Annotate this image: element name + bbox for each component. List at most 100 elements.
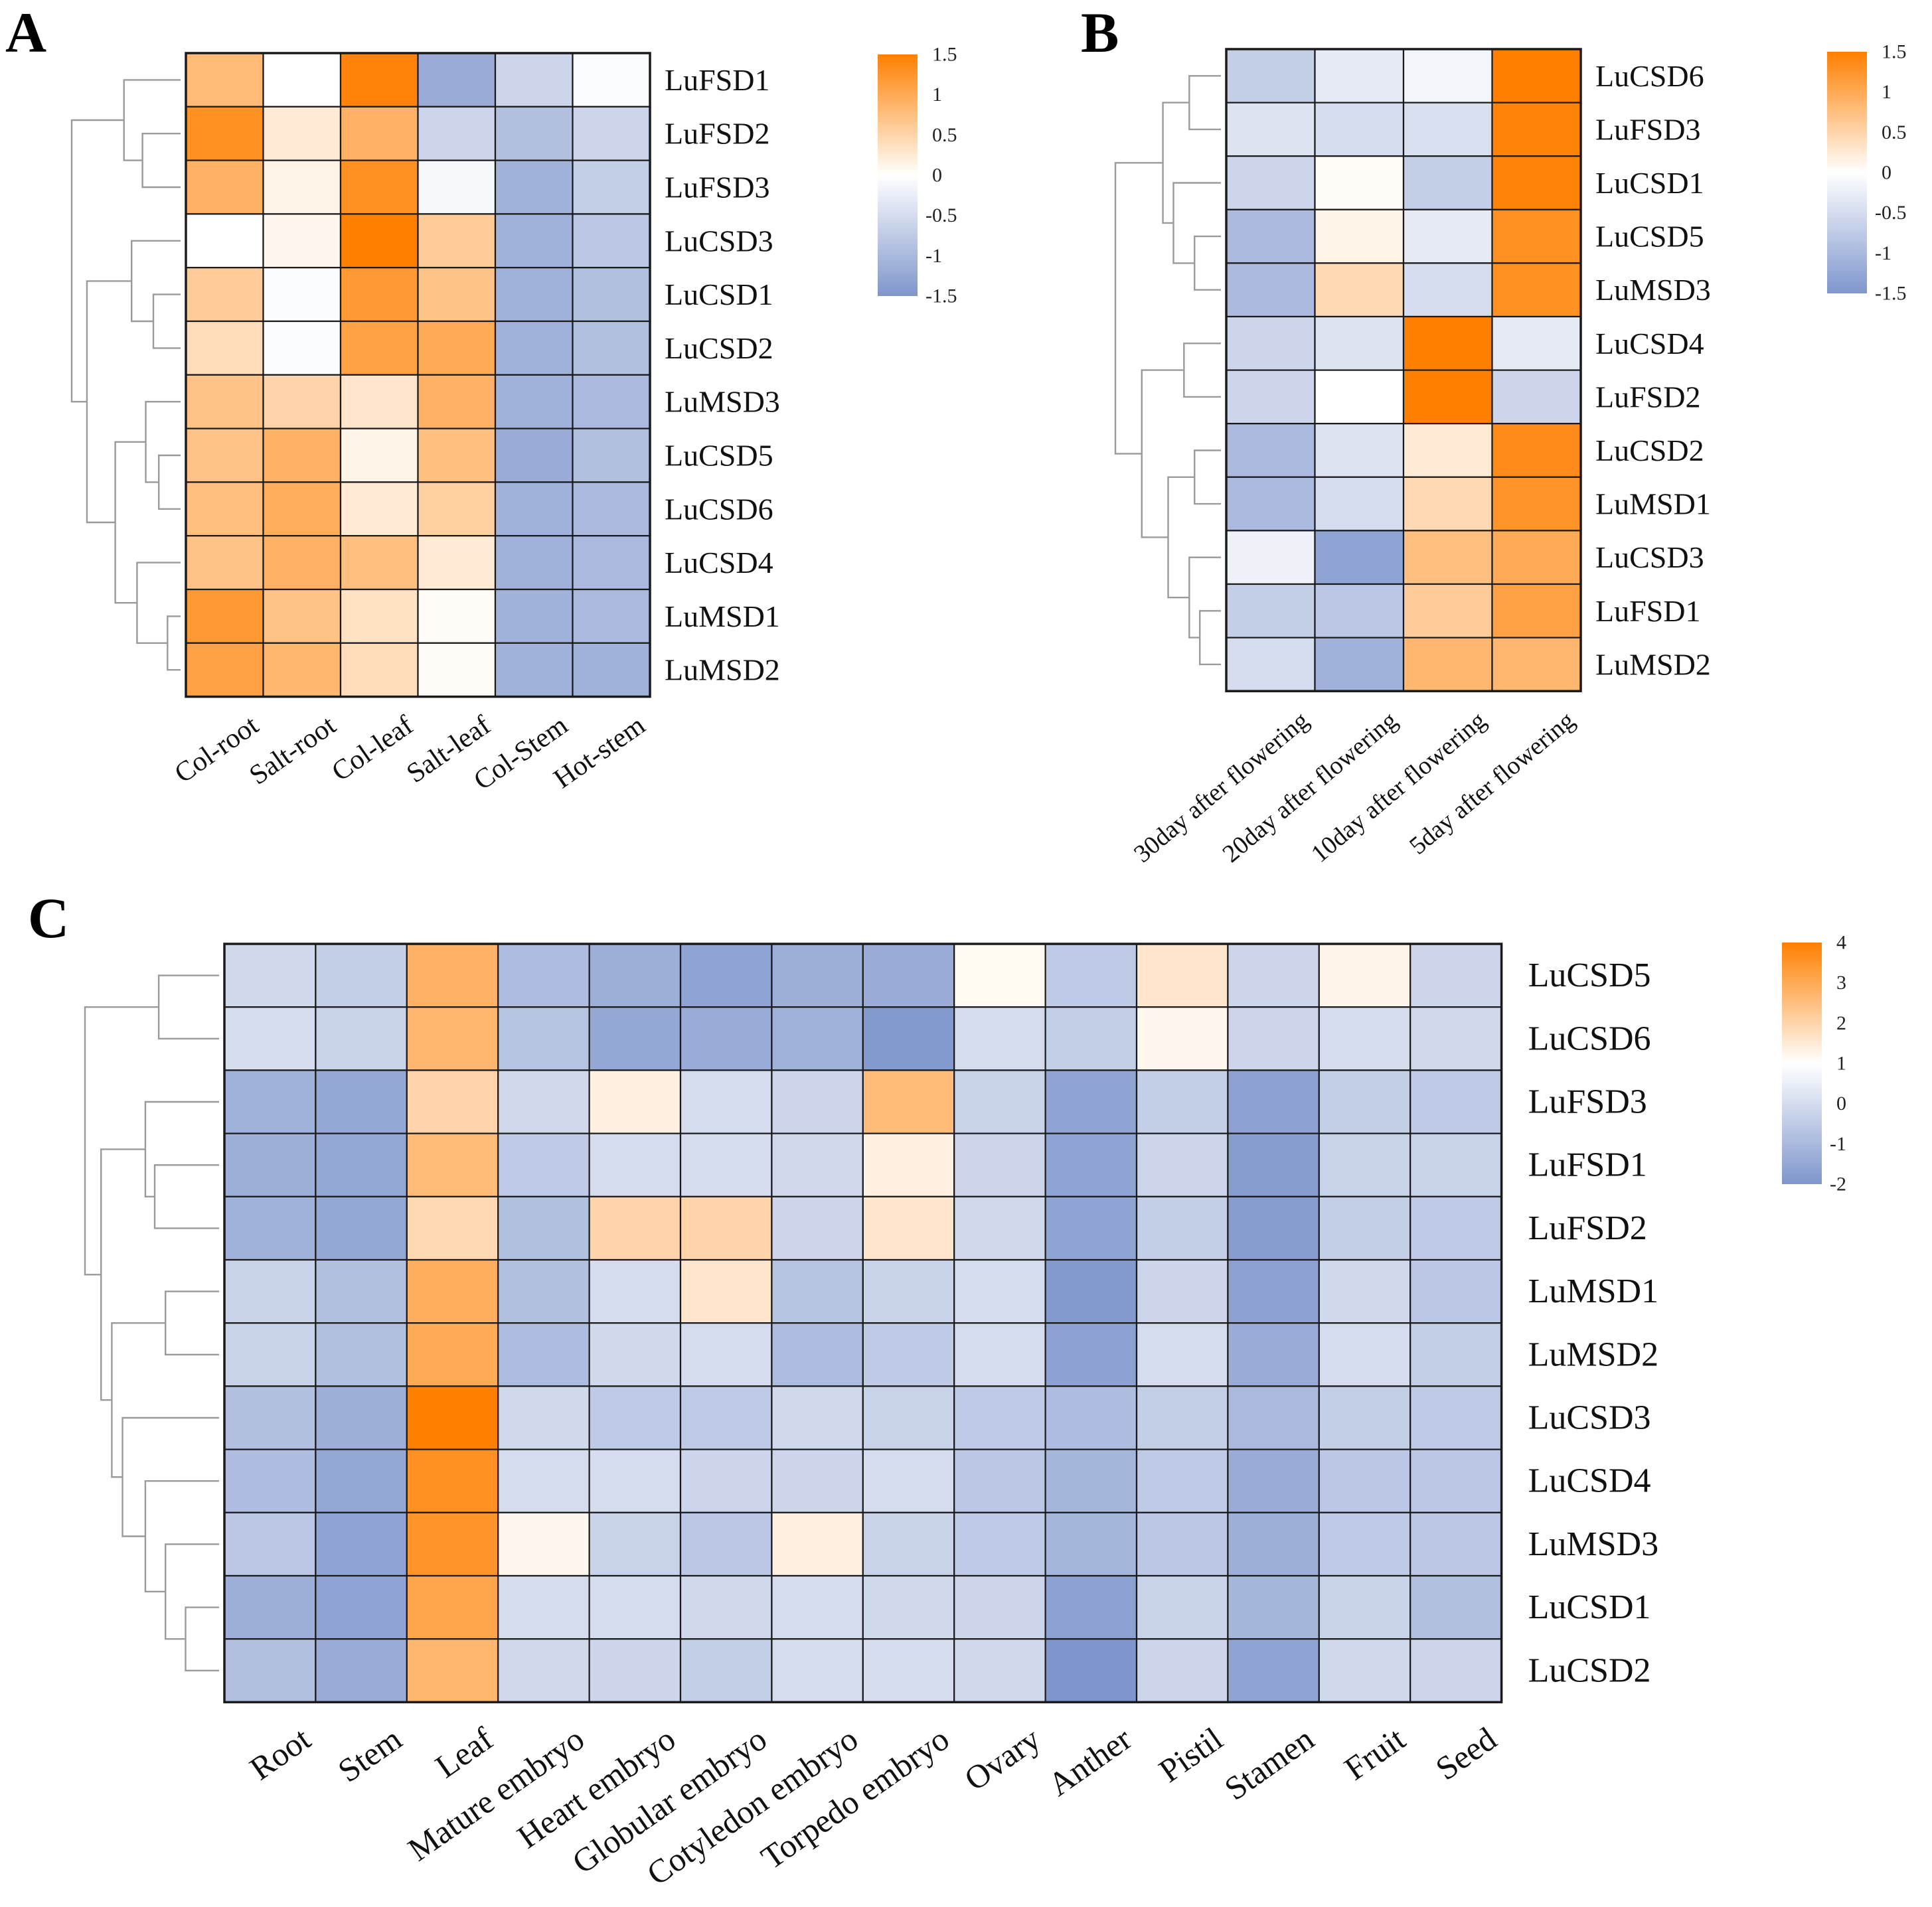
heatmap-cell [1318, 1385, 1411, 1450]
heatmap-cell [1314, 262, 1405, 318]
heatmap-cell [417, 52, 497, 108]
heatmap-cell [223, 1069, 317, 1134]
heatmap-cell [679, 1448, 773, 1513]
row-label: LuCSD2 [1528, 1651, 1651, 1689]
dendrogram-branch [1141, 369, 1184, 538]
heatmap-cell [862, 1385, 955, 1450]
dendrogram-branch [153, 1164, 219, 1229]
heatmap-cell [406, 1259, 499, 1324]
panel-letter-c: C [28, 886, 69, 950]
dendrogram-branch [144, 1480, 219, 1592]
heatmap-cell [953, 943, 1046, 1008]
heatmap-cell [1314, 208, 1405, 264]
heatmap-cell [185, 320, 264, 376]
heatmap-cell [862, 1638, 955, 1703]
dendrogram-branch [185, 1606, 219, 1671]
heatmap-cell [417, 642, 497, 698]
heatmap-cell [185, 106, 264, 161]
heatmap-cell [1135, 1385, 1229, 1450]
heatmap-cell [588, 1574, 682, 1640]
heatmap-cell [1402, 102, 1493, 157]
heatmap-cell [497, 1385, 590, 1450]
heatmap-cell [339, 320, 419, 376]
heatmap-cell [223, 1574, 317, 1640]
legend-tick-label: 3 [1836, 972, 1846, 994]
dendrogram-branch [1162, 102, 1190, 224]
heatmap-cell [1402, 583, 1493, 639]
row-label: LuCSD4 [1595, 327, 1704, 360]
heatmap-cell [1227, 943, 1320, 1008]
heatmap-cell [1402, 48, 1493, 104]
heatmap-cell [679, 1195, 773, 1261]
heatmap-cell [572, 427, 651, 483]
heatmap-cell [572, 52, 651, 108]
dendrogram-branch [84, 1006, 159, 1276]
heatmap-cell [1225, 530, 1316, 585]
heatmap-cell [572, 213, 651, 269]
column-label: Salt-root [244, 710, 341, 791]
heatmap-cell [315, 1511, 408, 1577]
heatmap-cell [315, 1132, 408, 1197]
heatmap-cell [572, 535, 651, 591]
heatmap-cell [339, 106, 419, 161]
row-label: LuMSD1 [1528, 1272, 1658, 1310]
heatmap-cell [1044, 1195, 1138, 1261]
heatmap-panel-a: LuFSD1 LuFSD2 LuFSD3 LuCSD3 LuCSD1 LuCSD2 LuMS… [70, 44, 957, 797]
heatmap-cell [679, 1259, 773, 1324]
heatmap-cell [1409, 1195, 1502, 1261]
heatmap-cell [1402, 476, 1493, 532]
heatmap-cell [1491, 637, 1582, 692]
heatmap-cell [315, 1006, 408, 1071]
legend-tick-label: -0.5 [1875, 202, 1907, 224]
heatmap-cell [494, 267, 574, 323]
heatmap-cell [572, 374, 651, 429]
heatmap-cell [1044, 1448, 1138, 1513]
row-label: LuCSD3 [1528, 1399, 1651, 1437]
heatmap-cell [953, 1385, 1046, 1450]
row-label: LuCSD6 [1528, 1020, 1651, 1057]
heatmap-cell [406, 1006, 499, 1071]
heatmap-cell [417, 320, 497, 376]
heatmap-cell [771, 943, 864, 1008]
heatmap-cell [1318, 1511, 1411, 1577]
heatmap-cell [953, 1259, 1046, 1324]
heatmap-cell [1225, 369, 1316, 425]
legend-tick-label: 1.5 [1882, 41, 1907, 63]
row-label: LuMSD3 [1528, 1525, 1658, 1563]
heatmap-cell [315, 1069, 408, 1134]
heatmap-cell [497, 1574, 590, 1640]
heatmap-cell [223, 1511, 317, 1577]
heatmap-cell [1044, 1638, 1138, 1703]
legend-color-bar [1827, 52, 1867, 293]
row-label: LuFSD2 [665, 117, 769, 151]
heatmap-cell [1318, 1574, 1411, 1640]
legend-tick-label: -0.5 [926, 204, 957, 226]
heatmap-cell [262, 642, 342, 698]
heatmap-cell [1491, 315, 1582, 371]
row-label: LuMSD1 [665, 599, 780, 633]
heatmap-cell [862, 1006, 955, 1071]
heatmap-cell [406, 1322, 499, 1387]
heatmap-cell [1314, 155, 1405, 210]
heatmap-cell [1314, 102, 1405, 157]
heatmap-cell [679, 1006, 773, 1071]
heatmap-cell [315, 1259, 408, 1324]
heatmap-cell [1409, 943, 1502, 1008]
row-label: LuMSD3 [665, 385, 780, 419]
heatmap-cell [223, 1638, 317, 1703]
legend-tick-label: 1 [1882, 81, 1892, 103]
heatmap-cell [862, 1574, 955, 1640]
row-label: LuFSD3 [1528, 1083, 1647, 1121]
heatmap-cell [262, 52, 342, 108]
heatmap-cell [262, 535, 342, 591]
heatmap-cell [1409, 1385, 1502, 1450]
heatmap-cell [572, 106, 651, 161]
column-label: Col-leaf [327, 710, 419, 788]
heatmap-cell [497, 1195, 590, 1261]
row-label: LuCSD4 [1528, 1462, 1651, 1500]
heatmap-cell [862, 1195, 955, 1261]
dendrogram-branch [157, 974, 219, 1039]
column-label: Root [243, 1720, 317, 1788]
column-label: Col-root [169, 710, 264, 790]
heatmap-cell [588, 1006, 682, 1071]
